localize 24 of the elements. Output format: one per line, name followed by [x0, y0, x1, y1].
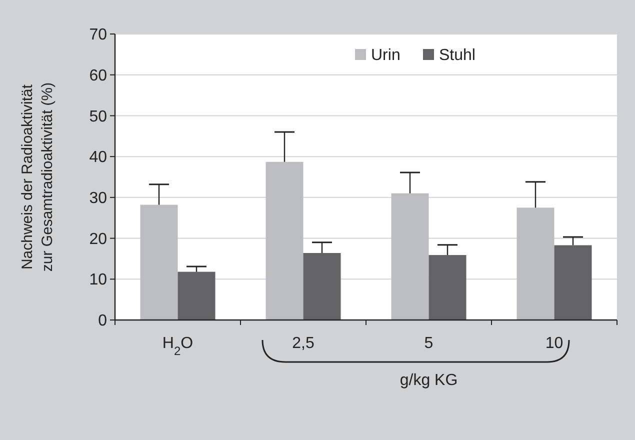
bar	[554, 245, 592, 320]
x-tick-label: 10	[545, 335, 564, 352]
x-tick-label: 2,5	[292, 335, 314, 352]
y-tick-label: 0	[98, 312, 108, 330]
y-axis-title: Nachweis der Radioaktivität zur Gesamtradioaktivität (%)	[19, 82, 56, 272]
y-tick-label: 50	[89, 108, 108, 126]
bar	[428, 255, 466, 320]
bar	[516, 208, 554, 320]
x-axis-title: g/kg KG	[400, 372, 458, 389]
bar	[140, 204, 178, 320]
y-tick-label: 40	[89, 149, 108, 166]
legend-label: Stuhl	[439, 47, 476, 64]
y-tick-label: 60	[89, 67, 108, 84]
bar	[178, 272, 216, 320]
bar	[303, 252, 341, 320]
x-tick-label: H$_{2}$O	[162, 335, 194, 358]
legend-label: Urin	[371, 47, 400, 64]
bar	[266, 162, 304, 320]
y-tick-label: 30	[89, 190, 108, 208]
y-tick-label: 10	[89, 272, 108, 289]
x-tick-label: 5	[424, 335, 434, 352]
bar	[391, 193, 429, 320]
y-tick-label: 70	[89, 26, 108, 44]
y-tick-label: 20	[89, 230, 108, 248]
